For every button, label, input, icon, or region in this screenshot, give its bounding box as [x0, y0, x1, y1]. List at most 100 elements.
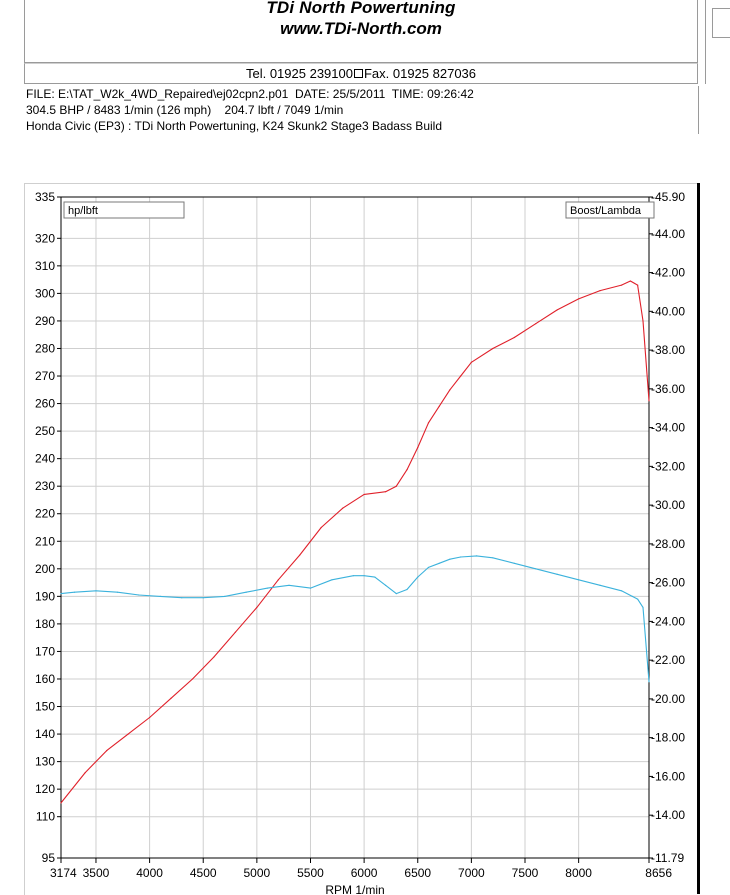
series-1-point — [556, 309, 558, 311]
left-legend-box — [63, 201, 185, 219]
y-right-tick-label: -38.00 — [651, 343, 685, 357]
series-2-point — [374, 576, 376, 578]
series-2-point — [460, 556, 462, 558]
x-tick-label: 6000 — [351, 866, 378, 880]
series-2-point — [288, 584, 290, 586]
series-2-point — [95, 590, 97, 592]
series-1-point — [127, 733, 129, 735]
y-left-tick-label: 230 — [35, 479, 55, 493]
y-right-tick-label: -44.00 — [651, 227, 685, 241]
y-right-tick-label: -14.00 — [651, 808, 685, 822]
y-left-tick-label: 250 — [35, 424, 55, 438]
x-tick-label: 5500 — [297, 866, 324, 880]
x-axis-label: RPM 1/min — [325, 883, 384, 894]
series-2-point — [578, 579, 580, 581]
y-right-tick-label: -16.00 — [651, 769, 685, 783]
y-left-tick-label: 290 — [35, 314, 55, 328]
x-tick-label: 8656 — [645, 866, 672, 880]
x-tick-label: 3174 — [50, 866, 77, 880]
peak-values-line: 304.5 BHP / 8483 1/min (126 mph) 204.7 l… — [26, 103, 344, 117]
y-left-tick-label: 270 — [35, 369, 55, 383]
series-1-point — [395, 485, 397, 487]
y-left-tick-label: 110 — [36, 810, 55, 824]
y-left-tick-label: 320 — [35, 231, 55, 245]
series-1-point — [599, 290, 601, 292]
right-axis-label: Boost/Lambda — [570, 205, 642, 217]
series-2-point — [438, 562, 440, 564]
series-1-point — [148, 716, 151, 719]
series-1-point — [427, 422, 430, 424]
y-left-tick-label: 300 — [35, 286, 55, 300]
y-right-tick-label: -18.00 — [651, 731, 685, 745]
series-1-point — [84, 772, 86, 774]
left-axis-ticks: 335 320 310 300 290 280 270 260 250 240 230 220 210 2… — [35, 190, 61, 865]
series-1-point — [342, 507, 344, 509]
y-right-tick-label: -45.90 — [651, 190, 685, 204]
series-group — [60, 280, 650, 804]
x-tick-label: 7500 — [512, 866, 539, 880]
series-2-point — [73, 591, 76, 593]
series-2-point — [556, 573, 558, 575]
series-1-point — [629, 280, 632, 282]
series-2-point — [599, 584, 601, 586]
y-left-tick-label: 260 — [35, 397, 55, 411]
series-2-point — [202, 597, 204, 599]
series-1-point — [320, 526, 322, 529]
series-2-point — [159, 595, 161, 597]
chart-right-border — [697, 183, 700, 894]
series-2-point — [535, 568, 537, 570]
series-1-point — [648, 400, 650, 402]
series-1-point — [438, 405, 440, 407]
y-right-tick-label: -30.00 — [651, 498, 685, 512]
x-tick-label: 4000 — [136, 866, 163, 880]
vehicle-line: Honda Civic (EP3) : TDi North Powertunin… — [26, 119, 442, 133]
left-axis-label: hp/lbft — [68, 205, 98, 217]
header-box: TDi North Powertuning www.TDi-North.com — [24, 0, 698, 63]
contact-row: Tel. 01925 239100 Fax. 01925 827036 — [24, 63, 698, 84]
series-1-point — [578, 298, 580, 300]
series-2-point — [631, 595, 633, 597]
y-left-tick-label: 170 — [35, 644, 55, 658]
y-left-tick-label: 150 — [35, 700, 55, 714]
series-1-point — [513, 336, 515, 339]
series-2-point — [266, 587, 269, 589]
y-left-tick-label: 160 — [35, 672, 55, 686]
series-2-point — [395, 593, 397, 595]
fax-text: Fax. 01925 827036 — [363, 66, 477, 81]
file-info-line: FILE: E:\TAT_W2k_4WD_Repaired\ej02cpn2.p… — [26, 87, 474, 101]
y-right-tick-label: -11.79 — [651, 851, 684, 865]
series-1-point — [492, 347, 494, 350]
series-1-point — [449, 389, 451, 391]
series-2-point — [642, 606, 644, 608]
series-1-point — [642, 320, 644, 322]
y-left-tick-label: 95 — [42, 851, 56, 865]
series-2-point — [60, 593, 62, 595]
series-2-point — [181, 597, 183, 599]
y-right-tick-label: -20.00 — [651, 692, 685, 706]
series-2-point — [513, 562, 515, 564]
series-2-point — [384, 584, 387, 586]
series-1-point — [363, 493, 365, 496]
series-2-point — [363, 575, 365, 577]
plot-border — [60, 196, 650, 859]
y-right-tick-label: -26.00 — [651, 576, 685, 590]
y-left-tick-label: 200 — [35, 562, 55, 576]
y-left-tick-label: 210 — [35, 534, 55, 548]
series-1-point — [470, 361, 472, 363]
chart-frame — [24, 183, 699, 895]
series-2-point — [331, 579, 333, 581]
company-url: www.TDi-North.com — [280, 19, 442, 38]
chart-grid — [61, 197, 649, 858]
right-axis-ticks: -45.90 -44.00 -42.00 -40.00 -38.00 -36.00 -34.… — [649, 190, 685, 865]
x-tick-label: 3500 — [83, 866, 110, 880]
series-2-point — [309, 587, 312, 589]
series-1-point — [106, 749, 108, 752]
y-left-tick-label: 220 — [35, 507, 55, 521]
series-1-point — [191, 678, 194, 680]
y-left-tick-label: 335 — [35, 190, 55, 204]
y-right-tick-label: -34.00 — [651, 421, 685, 435]
x-tick-label: 5000 — [244, 866, 271, 880]
series-2-point — [417, 576, 419, 578]
y-left-tick-label: 310 — [35, 259, 55, 273]
series-1-point — [406, 469, 408, 471]
